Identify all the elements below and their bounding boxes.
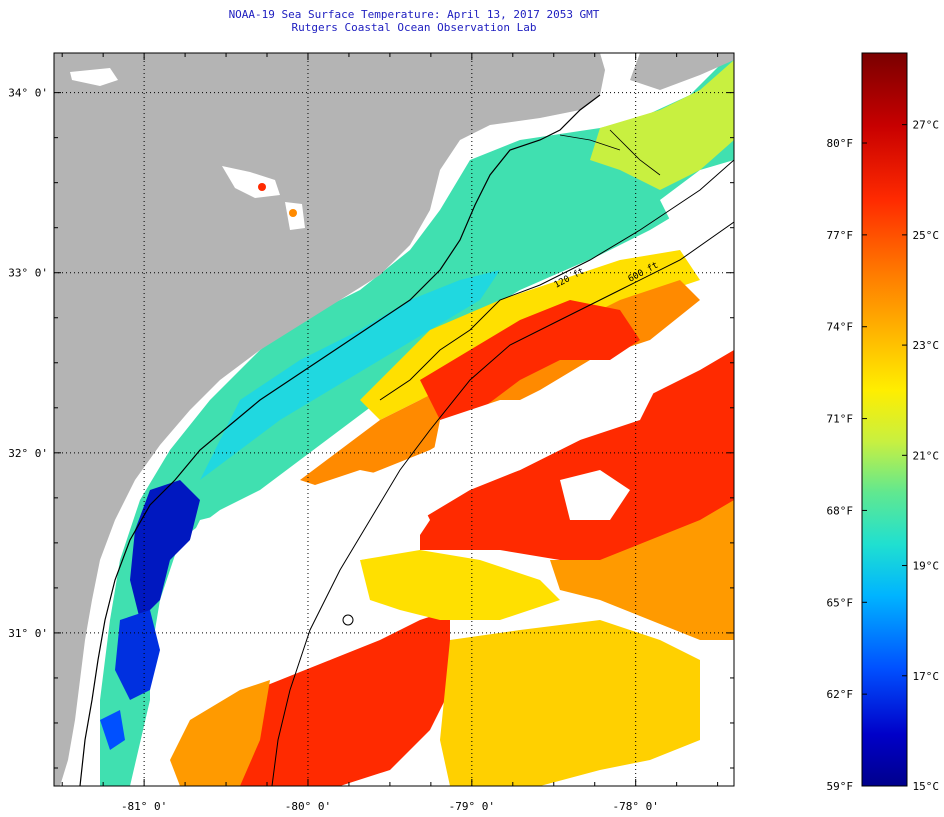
cloud-patch-1 [180,510,270,610]
coastline-inner [559,129,661,176]
coastline [79,94,601,786]
colorbar-c-label: 27°C [913,119,940,132]
sst-orange-south [170,680,270,786]
sst-nearshore-band [100,60,734,786]
sst-red-core-north [420,300,640,420]
land-warm-pixel-2 [289,209,297,217]
lat-tick-label: 31° 0' [8,627,48,640]
cloud-patch-6 [560,470,630,520]
colorbar-c-label: 19°C [913,560,940,573]
land-cloud-2 [222,166,280,198]
colorbar-c-label: 23°C [913,339,940,352]
sst-red-south [210,610,450,786]
cloud-patch-3 [430,380,660,490]
land-mass [54,53,605,786]
colorbar [861,52,908,787]
land-warm-pixel-1 [258,183,266,191]
lat-tick-label: 34° 0' [8,87,48,100]
colorbar-f-label: 77°F [827,229,854,242]
lon-tick-label: -79° 0' [449,800,495,813]
lat-tick-label: 33° 0' [8,267,48,280]
map-frame [53,52,735,787]
map-plot-area: 120 ft 600 ft [54,53,734,786]
sst-orange-east [550,500,734,640]
colorbar-f-label: 80°F [827,137,854,150]
axis-ticks: 34° 0' 33° 0' 32° 0' 31° 0' -81° 0' -80° 0' -7… [8,53,734,813]
map-subtitle: Rutgers Coastal Ocean Observation Lab [291,21,537,34]
colorbar-c-label: 21°C [913,449,940,462]
colorbar-labels: 80°F 77°F 74°F 71°F 68°F 65°F 62°F 59°F 27°C 25°C… [827,119,940,793]
colorbar-f-label: 59°F [827,780,854,793]
colorbar-f-label: 71°F [827,413,854,426]
colorbar-c-label: 17°C [913,670,940,683]
cloud-patch-2 [290,470,430,560]
sst-cold-pocket-north [130,480,200,620]
buoy-marker [342,614,354,626]
colorbar-c-label: 15°C [913,780,940,793]
colorbar-f-label: 74°F [827,321,854,334]
land-small-island [630,53,734,90]
lon-tick-label: -81° 0' [121,800,167,813]
colorbar-f-label: 62°F [827,688,854,701]
sst-shelf-cyan [200,270,500,480]
sst-yellow-central [360,550,560,620]
sst-yellow-south [440,620,700,786]
graticule [54,53,734,786]
lon-tick-label: -78° 0' [613,800,659,813]
lat-tick-label: 32° 0' [8,447,48,460]
land-cloud-1 [70,68,118,86]
sst-red-east [420,350,734,570]
contour-120ft [379,159,734,401]
colorbar-f-label: 68°F [827,504,854,517]
lon-tick-label: -80° 0' [285,800,331,813]
colorbar-f-label: 65°F [827,596,854,609]
sst-cold-pocket-tip [100,710,125,750]
contour-600ft [271,221,734,786]
colorbar-c-label: 25°C [913,229,940,242]
sst-field [100,60,734,786]
map-title: NOAA-19 Sea Surface Temperature: April 1… [228,8,600,21]
